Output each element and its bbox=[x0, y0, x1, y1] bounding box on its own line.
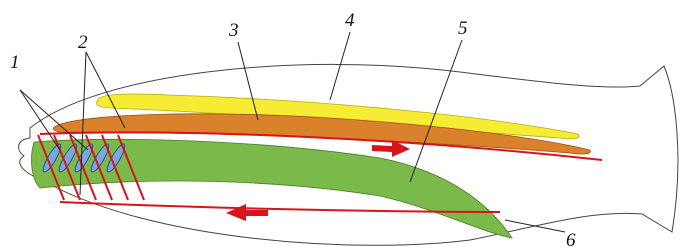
label: 3 bbox=[228, 20, 239, 41]
lancelet-diagram: 1 2 3 4 5 6 bbox=[0, 0, 687, 250]
label: 6 bbox=[566, 230, 576, 250]
label: 5 bbox=[458, 18, 468, 39]
page: {"labels": ["1", "2", "3", "4", "5", "6"… bbox=[0, 0, 687, 250]
label: 2 bbox=[78, 32, 88, 53]
label: 1 bbox=[10, 52, 20, 73]
label: 4 bbox=[345, 10, 355, 31]
